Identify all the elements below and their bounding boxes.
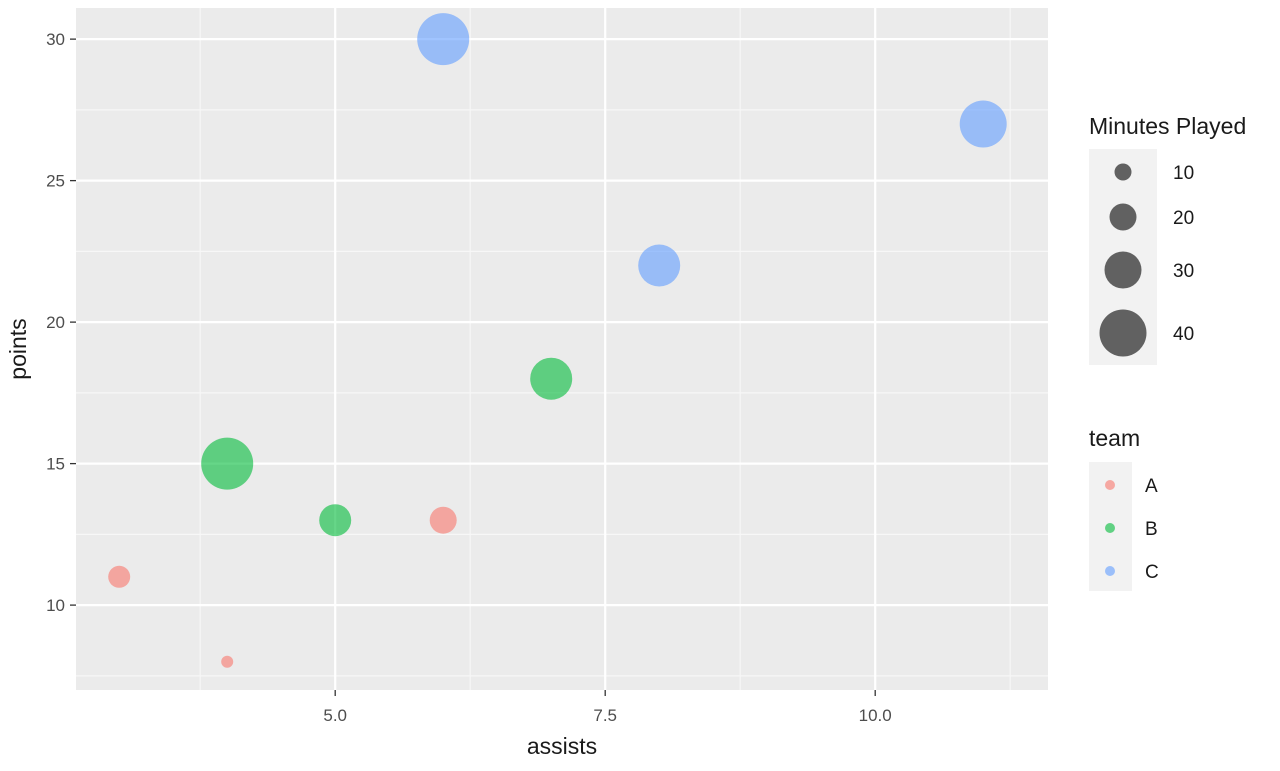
size-legend-key bbox=[1104, 251, 1142, 289]
color-legend-key bbox=[1105, 566, 1115, 576]
data-point-team-c bbox=[959, 100, 1007, 148]
size-legend-key bbox=[1109, 203, 1137, 231]
size-legend-key bbox=[1099, 309, 1147, 357]
x-axis-ticks: 5.0 7.5 10.0 bbox=[323, 690, 892, 725]
y-tick-label: 30 bbox=[46, 30, 65, 49]
y-tick-label: 10 bbox=[46, 596, 65, 615]
y-tick-label: 25 bbox=[46, 172, 65, 191]
size-legend: Minutes Played 10 20 30 40 bbox=[1089, 113, 1246, 365]
y-tick-label: 15 bbox=[46, 455, 65, 474]
size-legend-label: 20 bbox=[1173, 208, 1194, 229]
data-point-team-b bbox=[201, 437, 254, 490]
color-legend-label: C bbox=[1145, 562, 1159, 583]
color-legend: team A B C bbox=[1089, 425, 1159, 591]
size-legend-label: 30 bbox=[1173, 261, 1194, 282]
y-tick-label: 20 bbox=[46, 313, 65, 332]
x-tick-label: 5.0 bbox=[323, 706, 347, 725]
plot-panel bbox=[76, 8, 1048, 690]
size-legend-title: Minutes Played bbox=[1089, 113, 1246, 139]
color-legend-key bbox=[1105, 523, 1115, 533]
data-point-team-a bbox=[429, 506, 457, 534]
data-points bbox=[108, 13, 1007, 668]
data-point-team-c bbox=[417, 13, 470, 66]
size-legend-label: 40 bbox=[1173, 324, 1194, 345]
data-point-team-b bbox=[319, 504, 352, 537]
data-point-team-b bbox=[530, 357, 573, 400]
color-legend-label: A bbox=[1145, 476, 1158, 497]
color-legend-title: team bbox=[1089, 425, 1140, 451]
data-point-team-c bbox=[638, 244, 681, 287]
y-axis-title: points bbox=[5, 318, 31, 379]
x-tick-label: 7.5 bbox=[593, 706, 617, 725]
color-legend-key bbox=[1105, 480, 1115, 490]
size-legend-label: 10 bbox=[1173, 163, 1194, 184]
data-point-team-a bbox=[221, 655, 234, 668]
color-legend-label: B bbox=[1145, 519, 1158, 540]
size-legend-key bbox=[1114, 163, 1132, 181]
minor-gridlines bbox=[76, 8, 1048, 690]
data-point-team-a bbox=[108, 565, 131, 588]
x-tick-label: 10.0 bbox=[859, 706, 892, 725]
x-axis-title: assists bbox=[527, 733, 597, 759]
y-axis-ticks: 10 15 20 25 30 bbox=[46, 30, 76, 615]
